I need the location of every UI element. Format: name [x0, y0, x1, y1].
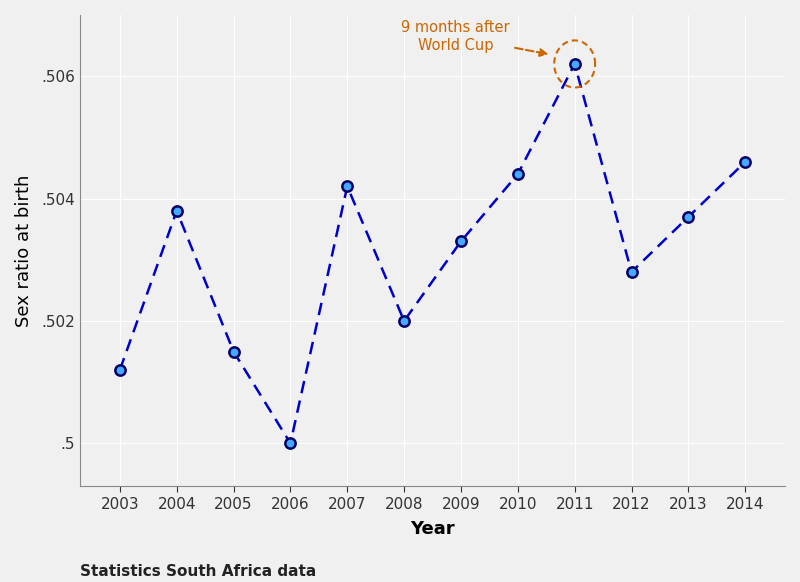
X-axis label: Year: Year [410, 520, 455, 538]
Point [682, 212, 694, 222]
Y-axis label: Sex ratio at birth: Sex ratio at birth [15, 175, 33, 327]
Point [511, 169, 524, 179]
Point [454, 237, 467, 246]
Point [227, 347, 240, 356]
Point [625, 267, 638, 276]
Point [341, 182, 354, 191]
Point [398, 316, 410, 325]
Point [568, 59, 581, 69]
Point [170, 206, 183, 215]
Point [284, 439, 297, 448]
Text: Statistics South Africa data: Statistics South Africa data [80, 564, 316, 579]
Point [114, 365, 126, 375]
Text: 9 months after
World Cup: 9 months after World Cup [401, 20, 546, 56]
Point [739, 157, 752, 166]
